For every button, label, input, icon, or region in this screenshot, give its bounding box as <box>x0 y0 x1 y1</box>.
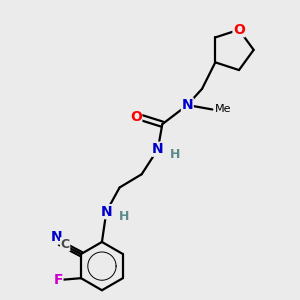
Text: H: H <box>119 210 129 224</box>
Text: F: F <box>53 273 63 286</box>
Text: N: N <box>100 205 112 219</box>
Text: O: O <box>130 110 142 124</box>
Text: C: C <box>61 238 70 251</box>
Text: Me: Me <box>215 104 231 115</box>
Text: N: N <box>152 142 164 156</box>
Text: H: H <box>170 148 181 161</box>
Text: O: O <box>233 23 245 37</box>
Text: N: N <box>182 98 193 112</box>
Text: N: N <box>50 230 62 244</box>
